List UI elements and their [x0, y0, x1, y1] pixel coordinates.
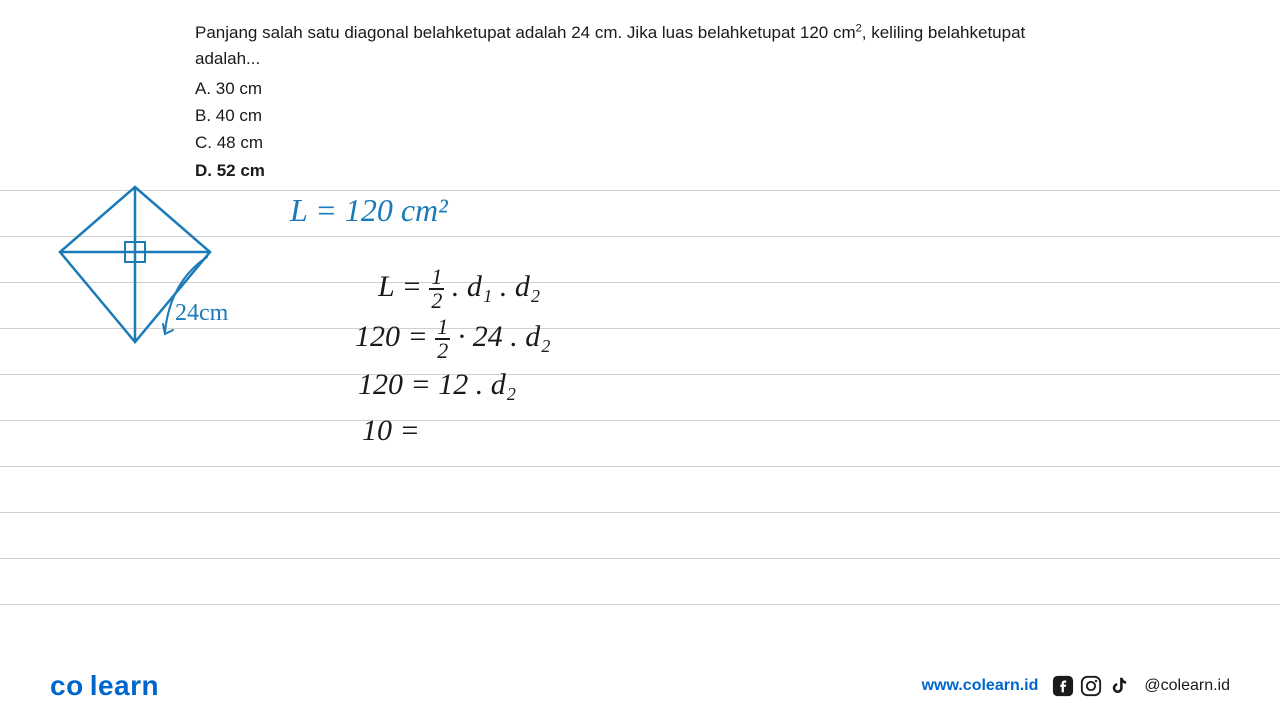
paper-line [0, 374, 1280, 375]
q-line1-p1: Panjang salah satu diagonal belahketupat… [195, 23, 856, 42]
paper-line [0, 420, 1280, 421]
social-icons [1052, 675, 1130, 697]
option-a: A. 30 cm [195, 75, 1090, 102]
logo-right: learn [90, 670, 159, 701]
facebook-icon [1052, 675, 1074, 697]
options-list: A. 30 cm B. 40 cm C. 48 cm D. 52 cm [195, 75, 1090, 184]
right-angle-mark [135, 252, 145, 262]
logo-left: co [50, 670, 84, 701]
hw-l2-mid: · 24 . d₂ [458, 320, 551, 353]
hw-formula-line4: 10 = [362, 414, 420, 448]
diag-arrow-head [163, 324, 173, 334]
paper-line [0, 512, 1280, 513]
instagram-icon [1080, 675, 1102, 697]
paper-line [0, 466, 1280, 467]
q-line2: adalah... [195, 49, 260, 68]
paper-line [0, 558, 1280, 559]
fraction-half: 12 [429, 266, 444, 312]
hw-l1-lhs: L = [378, 270, 422, 303]
hw-l1-rhs: . d₁ . d₂ [452, 270, 540, 303]
option-c: C. 48 cm [195, 129, 1090, 156]
hw-formula-line3: 120 = 12 . d₂ [358, 368, 516, 402]
question-text: Panjang salah satu diagonal belahketupat… [195, 20, 1090, 71]
question-block: Panjang salah satu diagonal belahketupat… [0, 0, 1090, 184]
diagonal-label: 24cm [175, 300, 228, 327]
paper-line [0, 604, 1280, 605]
hw-l2-lhs: 120 = [355, 320, 428, 353]
hw-formula-line2: 120 = 12 · 24 . d₂ [355, 316, 551, 362]
right-angle-mark [135, 242, 145, 252]
fraction-half: 12 [435, 316, 450, 362]
footer-handle: @colearn.id [1144, 677, 1230, 695]
hw-area-given: L = 120 cm² [290, 192, 448, 229]
right-angle-mark [125, 252, 135, 262]
tiktok-icon [1108, 675, 1130, 697]
footer-url: www.colearn.id [922, 677, 1039, 695]
footer: colearn www.colearn.id @colearn.id [0, 670, 1280, 702]
footer-right: www.colearn.id @colearn.id [922, 675, 1230, 697]
option-b: B. 40 cm [195, 102, 1090, 129]
q-line1-p2: , keliling belahketupat [862, 23, 1026, 42]
right-angle-mark [125, 242, 135, 252]
rhombus-sketch [55, 182, 235, 362]
hw-formula-line1: L = 12 . d₁ . d₂ [378, 266, 540, 312]
brand-logo: colearn [50, 670, 159, 702]
